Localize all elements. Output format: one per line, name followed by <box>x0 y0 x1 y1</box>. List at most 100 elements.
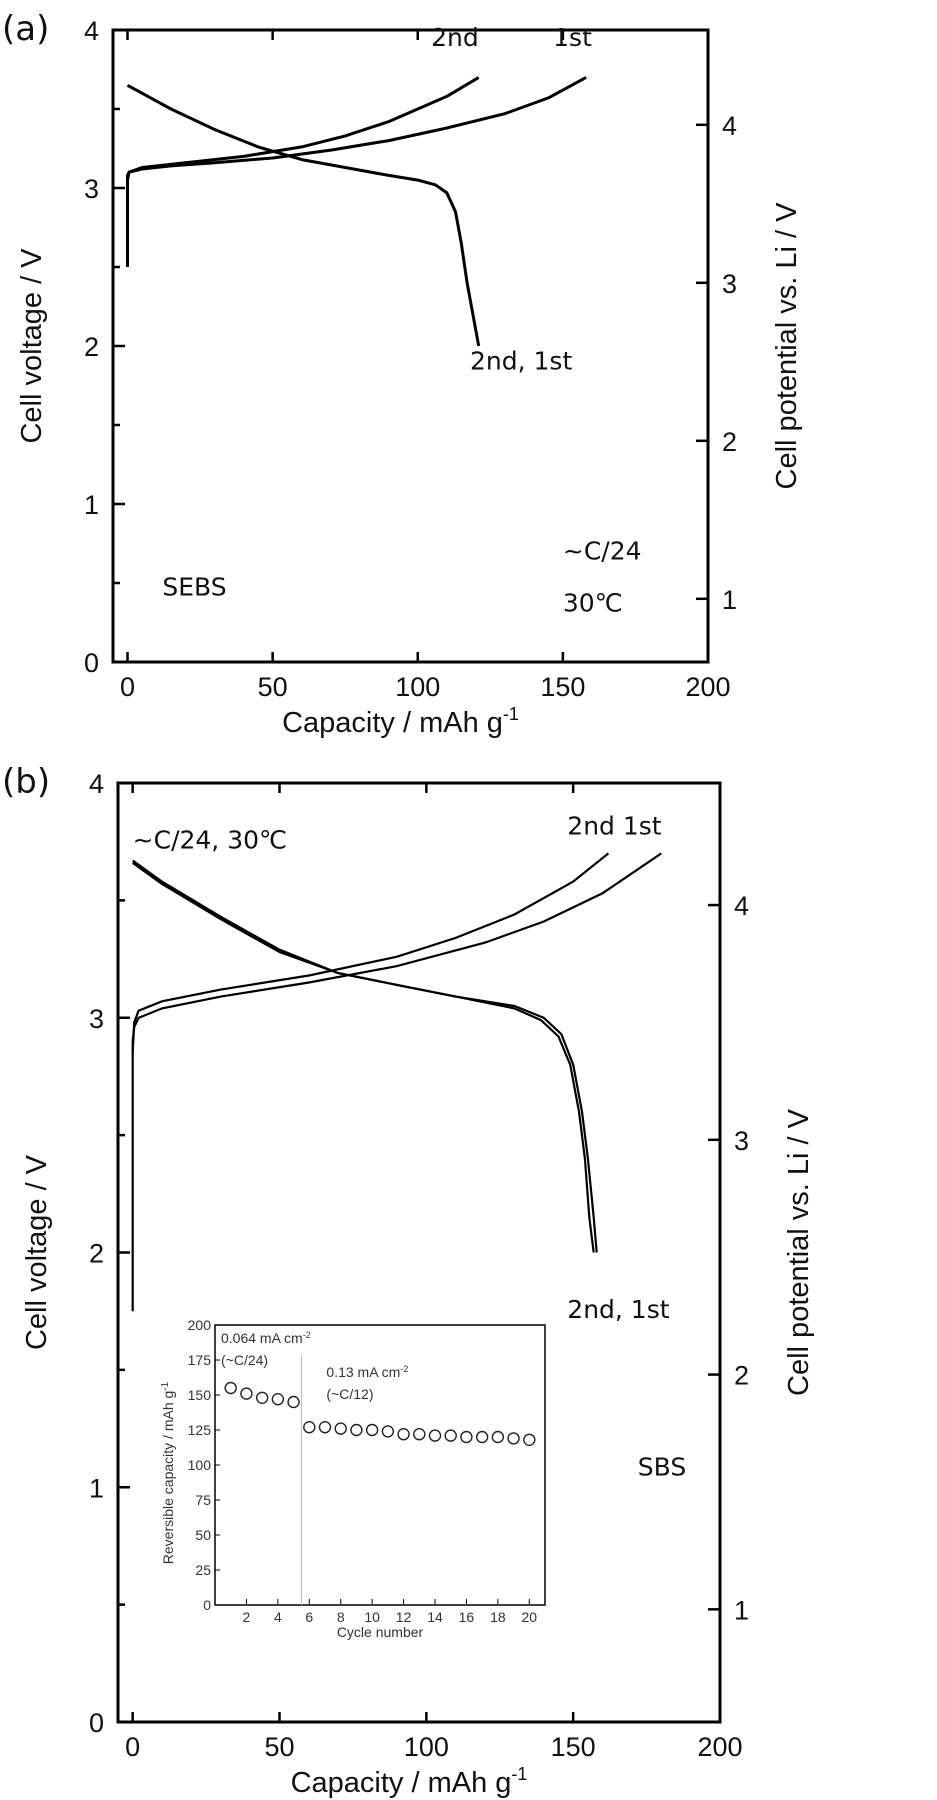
y-tick-label: 2 <box>84 332 99 362</box>
inset-y-tick-label: 200 <box>188 1317 212 1333</box>
x-axis-label-sup: -1 <box>503 704 519 724</box>
y-axis-label: Cell voltage / V <box>21 1154 53 1350</box>
inset-y-tick-label: 150 <box>188 1387 212 1403</box>
inset-data-point <box>491 1430 505 1444</box>
inset-data-point <box>350 1423 363 1437</box>
x-tick-label: 50 <box>258 672 288 702</box>
x-axis-label: Capacity / mAh g-1 <box>291 1764 528 1799</box>
inset-annotation-sup: -2 <box>400 1364 408 1374</box>
y-tick-label: 4 <box>89 769 104 799</box>
inset-x-tick-label: 18 <box>490 1609 506 1625</box>
y-axis-label: Cell voltage / V <box>16 248 48 444</box>
inset-y-axis-label-sup: -1 <box>160 1381 171 1390</box>
y2-axis-label: Cell potential vs. Li / V <box>771 202 803 490</box>
y-tick-label: 1 <box>89 1473 104 1503</box>
series-1st-2nd-discharge <box>126 83 481 347</box>
inset-x-axis-label: Cycle number <box>337 1624 424 1640</box>
inset-y-tick-label: 100 <box>188 1457 212 1473</box>
x-axis-label-sup: -1 <box>511 1764 527 1784</box>
panel-b: (b) 0 50 100 150 200 0 1 2 3 4 1 2 3 4 Capacity / mAh g… <box>2 762 815 1799</box>
annotation: SEBS <box>162 573 226 602</box>
y2-tick-label: 4 <box>734 891 749 921</box>
inset-annotation: 0.064 mA cm-2 <box>221 1330 311 1346</box>
series-2nd-charge <box>131 852 610 1054</box>
inset-x-tick-label: 10 <box>364 1609 380 1625</box>
inset-data-point <box>240 1387 253 1400</box>
x-tick-label: 200 <box>685 672 730 702</box>
x-tick-label: 150 <box>540 672 585 702</box>
x-tick-label: 150 <box>551 1732 596 1762</box>
inset-data-point <box>224 1381 237 1395</box>
series-1st-charge <box>131 852 662 1312</box>
annotation: SBS <box>638 1453 686 1482</box>
inset-data-point <box>303 1420 316 1434</box>
annotation: 2nd, 1st <box>470 347 572 376</box>
inset-data-point <box>271 1392 285 1406</box>
x-tick-label: 200 <box>697 1732 742 1762</box>
annotation: 2nd, 1st <box>567 1295 669 1324</box>
inset-frame <box>214 1324 546 1606</box>
inset-data-point <box>507 1432 520 1445</box>
y-tick-label: 1 <box>84 490 99 520</box>
y2-tick-label: 3 <box>722 269 737 299</box>
y-tick-label: 4 <box>84 16 99 46</box>
y2-tick-label: 2 <box>734 1361 749 1391</box>
inset-data-point <box>428 1429 442 1442</box>
annotation: 30℃ <box>563 588 623 617</box>
annotation: ~C/24 <box>563 536 642 565</box>
y2-tick-label: 3 <box>734 1126 749 1156</box>
annotation: 2nd 1st <box>567 812 661 841</box>
inset-chart: 0 25 50 75 100 125 150 175 200 2 4 6 8 10 12 14 16 18 20 Cy… <box>160 1317 546 1640</box>
panel-label: (a) <box>2 9 49 49</box>
panel-label: (b) <box>2 762 50 802</box>
inset-data-point <box>255 1391 269 1405</box>
inset-data-point <box>444 1429 457 1442</box>
inset-data-point <box>523 1433 536 1447</box>
series-2nd-charge <box>126 76 480 181</box>
inset-annotation: 0.13 mA cm-2 <box>326 1364 408 1380</box>
inset-y-axis-label: Reversible capacity / mAh g-1 <box>160 1381 176 1564</box>
inset-x-tick-label: 8 <box>337 1609 345 1625</box>
inset-data-point <box>397 1427 410 1441</box>
inset-annotation-sup: -2 <box>303 1330 311 1340</box>
inset-annotation: (~C/24) <box>221 1352 268 1368</box>
inset-annotation: (~C/12) <box>326 1386 373 1402</box>
inset-data-point <box>334 1422 347 1435</box>
inset-x-tick-label: 4 <box>274 1609 282 1625</box>
x-axis-label: Capacity / mAh g-1 <box>282 704 519 739</box>
x-tick-label: 100 <box>395 672 440 702</box>
y2-tick-label: 2 <box>722 427 737 457</box>
annotation: 2nd <box>431 23 479 52</box>
inset-data-point <box>413 1427 426 1441</box>
inset-y-tick-label: 175 <box>188 1352 212 1368</box>
panel-a: (a) 0 50 100 150 200 0 1 2 3 4 1 2 3 4 Capacity / mAh g… <box>2 9 803 739</box>
inset-y-tick-label: 25 <box>195 1562 211 1578</box>
inset-data-point <box>318 1420 332 1434</box>
y-tick-label: 3 <box>89 1004 104 1034</box>
inset-data-point <box>475 1430 489 1444</box>
inset-data-point <box>381 1425 395 1438</box>
series-2nd-discharge <box>132 861 595 1253</box>
series-1st-discharge <box>132 859 598 1253</box>
y2-tick-label: 1 <box>734 1595 749 1625</box>
inset-x-tick-label: 16 <box>459 1609 475 1625</box>
inset-x-tick-label: 6 <box>305 1609 313 1625</box>
inset-y-tick-label: 50 <box>195 1527 211 1543</box>
inset-x-tick-label: 2 <box>243 1609 251 1625</box>
inset-data-point <box>287 1395 300 1409</box>
y2-axis-label: Cell potential vs. Li / V <box>783 1108 815 1396</box>
inset-y-tick-label: 125 <box>188 1422 212 1438</box>
annotation: ~C/24, 30℃ <box>133 826 287 855</box>
inset-x-tick-label: 14 <box>427 1609 443 1625</box>
x-tick-label: 100 <box>404 1732 449 1762</box>
y-tick-label: 0 <box>84 648 99 678</box>
y2-tick-label: 1 <box>722 585 737 615</box>
inset-data-point <box>460 1430 473 1444</box>
x-tick-label: 0 <box>125 1732 140 1762</box>
y-tick-label: 3 <box>84 174 99 204</box>
series-1st-charge <box>126 76 587 267</box>
inset-data-point <box>365 1423 379 1437</box>
y2-tick-label: 4 <box>722 111 737 141</box>
inset-y-tick-label: 0 <box>203 1597 211 1613</box>
